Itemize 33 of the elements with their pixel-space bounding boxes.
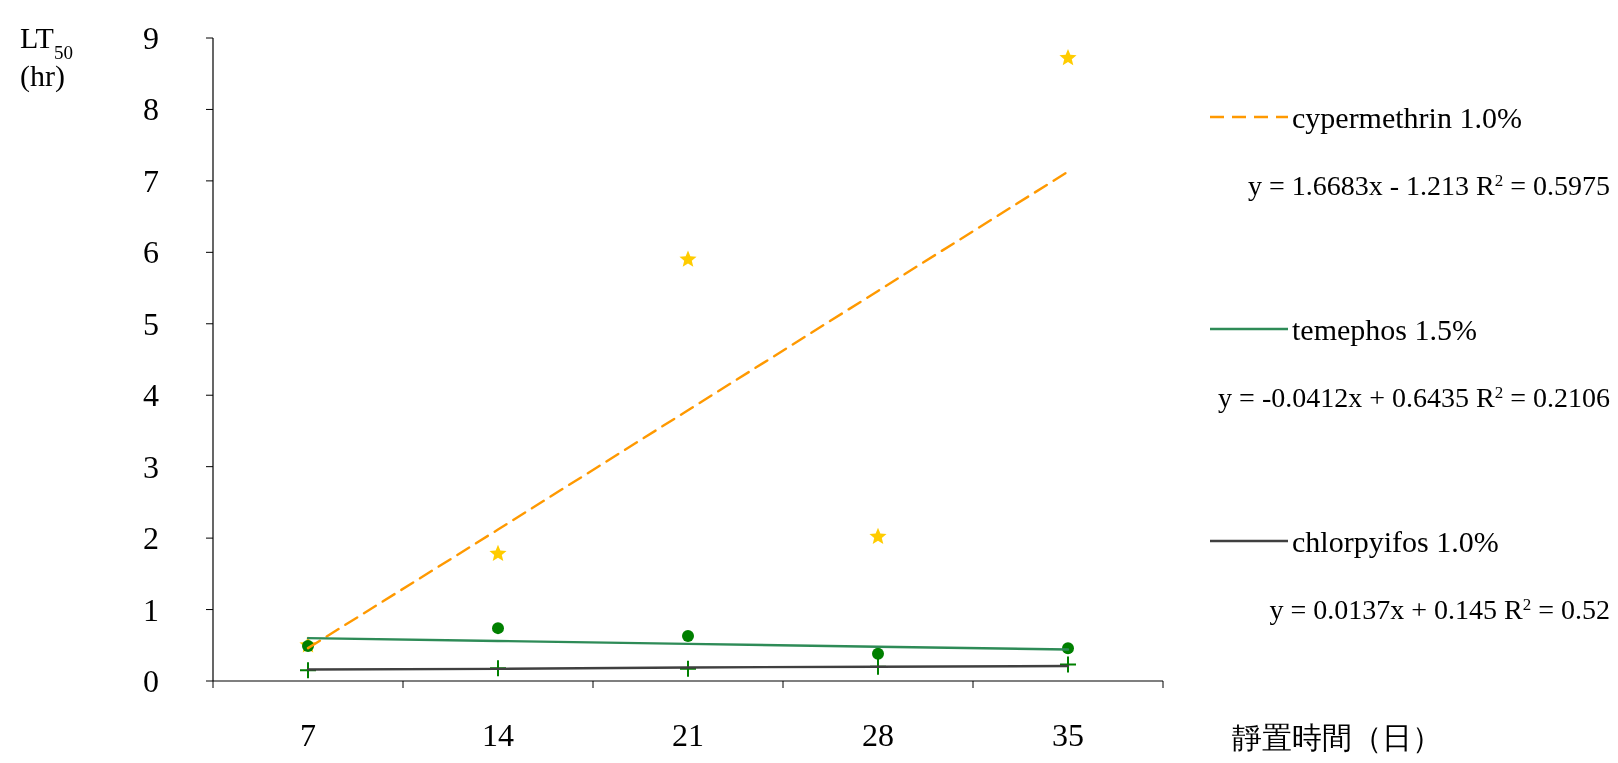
y-tick-label: 9 bbox=[143, 20, 159, 56]
point bbox=[489, 659, 507, 678]
point bbox=[872, 647, 884, 660]
point bbox=[1059, 49, 1077, 66]
y-tick-label: 5 bbox=[143, 305, 159, 342]
y-tick-label: 4 bbox=[143, 377, 159, 414]
x-axis-title: 靜置時間（日） bbox=[1232, 721, 1442, 754]
legend-label: cypermethrin 1.0% bbox=[1292, 101, 1522, 134]
point bbox=[489, 544, 507, 562]
x-tick-label: 28 bbox=[862, 717, 894, 753]
y-axis-title: LT$_{50}$ (hr) bbox=[20, 21, 73, 93]
x-tick-label: 7 bbox=[300, 717, 316, 753]
y-tick-label: 6 bbox=[143, 234, 159, 271]
point bbox=[492, 622, 504, 635]
text: y = 1.6683x - 1.213 R$^{2}$ = 0.5975 bbox=[1247, 170, 1610, 201]
x-tick-label: 35 bbox=[1052, 717, 1084, 753]
x-tick-label: 21 bbox=[672, 717, 704, 753]
text: y = -0.0412x + 0.6435 R$^{2}$ = 0.2106 bbox=[1218, 382, 1610, 413]
point bbox=[1059, 655, 1077, 674]
x-tick-label: 14 bbox=[482, 717, 514, 753]
y-tick-label: 2 bbox=[143, 520, 159, 557]
point bbox=[682, 629, 694, 642]
legend-label: chlorpyifos 1.0% bbox=[1292, 525, 1499, 558]
y-tick-label: 1 bbox=[143, 591, 159, 628]
text: y = 0.0137x + 0.145 R$^{2}$ = 0.52 bbox=[1269, 594, 1610, 625]
y-tick-label: 0 bbox=[143, 663, 159, 699]
y-tick-label: 8 bbox=[143, 91, 159, 128]
point bbox=[679, 659, 697, 678]
legend-label: temephos 1.5% bbox=[1292, 313, 1477, 346]
point bbox=[869, 527, 887, 544]
y-tick-label: 3 bbox=[143, 448, 159, 485]
y-tick-label: 7 bbox=[143, 162, 159, 199]
point bbox=[679, 250, 697, 267]
